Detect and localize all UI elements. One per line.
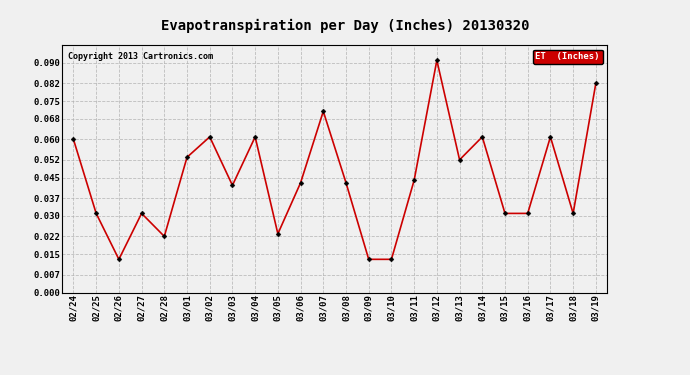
Legend: ET  (Inches): ET (Inches) xyxy=(533,50,602,64)
Text: Copyright 2013 Cartronics.com: Copyright 2013 Cartronics.com xyxy=(68,53,213,62)
Text: Evapotranspiration per Day (Inches) 20130320: Evapotranspiration per Day (Inches) 2013… xyxy=(161,19,529,33)
